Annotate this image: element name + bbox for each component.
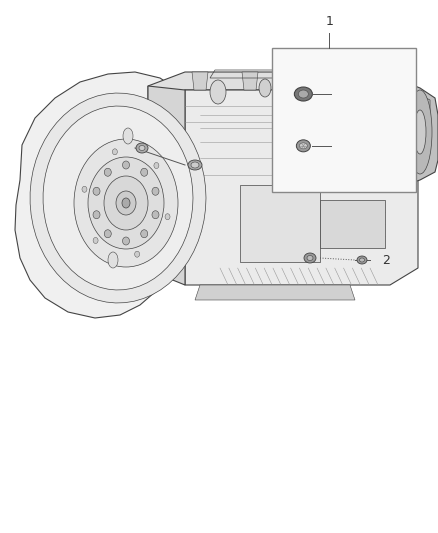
Text: 2: 2 <box>382 254 390 266</box>
Polygon shape <box>370 95 430 148</box>
Polygon shape <box>148 72 418 108</box>
Ellipse shape <box>408 90 432 174</box>
Polygon shape <box>320 200 385 248</box>
Ellipse shape <box>294 87 312 101</box>
Ellipse shape <box>74 139 178 267</box>
Text: 3: 3 <box>336 87 343 101</box>
Ellipse shape <box>116 191 136 215</box>
Polygon shape <box>192 72 208 90</box>
Ellipse shape <box>104 176 148 230</box>
Ellipse shape <box>298 90 382 146</box>
Text: 3: 3 <box>117 141 125 155</box>
Ellipse shape <box>259 79 271 97</box>
Ellipse shape <box>88 157 164 249</box>
Bar <box>272 48 416 192</box>
Ellipse shape <box>104 230 111 238</box>
Ellipse shape <box>93 238 98 244</box>
Ellipse shape <box>134 251 140 257</box>
Ellipse shape <box>298 90 308 98</box>
Ellipse shape <box>139 146 145 150</box>
Ellipse shape <box>82 186 87 192</box>
Ellipse shape <box>136 143 148 153</box>
Ellipse shape <box>93 211 100 219</box>
Ellipse shape <box>141 230 148 238</box>
Ellipse shape <box>154 163 159 168</box>
Polygon shape <box>148 132 172 148</box>
Polygon shape <box>298 118 382 158</box>
Polygon shape <box>185 90 418 285</box>
Polygon shape <box>195 285 355 300</box>
Ellipse shape <box>307 255 313 261</box>
Ellipse shape <box>93 187 100 195</box>
Ellipse shape <box>191 162 199 168</box>
Polygon shape <box>148 192 172 208</box>
Polygon shape <box>302 72 318 90</box>
Ellipse shape <box>414 110 426 154</box>
Ellipse shape <box>357 256 367 264</box>
Polygon shape <box>148 86 185 285</box>
Polygon shape <box>30 93 206 303</box>
Ellipse shape <box>104 168 111 176</box>
Ellipse shape <box>108 252 118 268</box>
Ellipse shape <box>299 143 307 149</box>
Ellipse shape <box>188 160 202 170</box>
Text: 2: 2 <box>336 139 343 152</box>
Ellipse shape <box>122 198 130 208</box>
Ellipse shape <box>123 237 130 245</box>
Polygon shape <box>43 106 193 290</box>
Polygon shape <box>405 82 438 185</box>
Ellipse shape <box>304 253 316 263</box>
Ellipse shape <box>113 149 117 155</box>
Ellipse shape <box>210 80 226 104</box>
Ellipse shape <box>298 130 382 186</box>
Ellipse shape <box>360 258 364 262</box>
Ellipse shape <box>123 161 130 169</box>
Ellipse shape <box>141 168 148 176</box>
Polygon shape <box>148 242 172 258</box>
Ellipse shape <box>152 187 159 195</box>
Ellipse shape <box>297 140 311 152</box>
Ellipse shape <box>165 214 170 220</box>
Text: 1: 1 <box>325 15 333 28</box>
Ellipse shape <box>123 128 133 144</box>
Polygon shape <box>242 72 258 90</box>
Polygon shape <box>15 72 188 318</box>
Ellipse shape <box>152 211 159 219</box>
Polygon shape <box>240 185 320 262</box>
